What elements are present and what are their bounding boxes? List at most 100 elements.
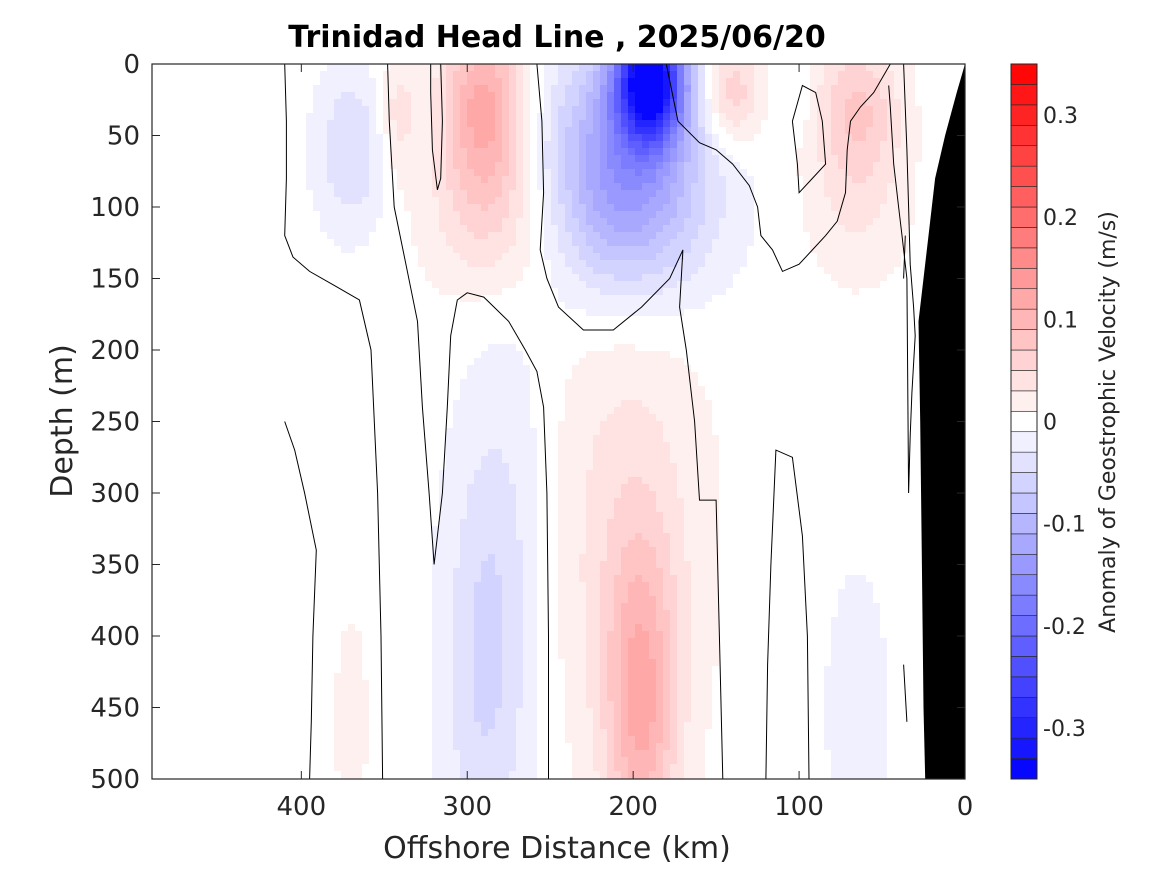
field-cell: [656, 722, 663, 729]
field-cell: [845, 176, 852, 183]
field-cell: [838, 190, 845, 197]
field-cell: [502, 631, 509, 638]
field-cell: [355, 232, 362, 239]
field-cell: [831, 631, 838, 638]
field-cell: [565, 64, 572, 71]
field-cell: [481, 274, 488, 281]
field-cell: [901, 190, 908, 197]
field-cell: [600, 421, 607, 428]
field-cell: [453, 694, 460, 701]
field-cell: [656, 736, 663, 743]
field-cell: [446, 239, 453, 246]
field-cell: [397, 183, 404, 190]
field-cell: [824, 729, 831, 736]
field-cell: [663, 71, 670, 78]
field-cell: [656, 540, 663, 547]
field-cell: [656, 99, 663, 106]
field-cell: [649, 407, 656, 414]
field-cell: [838, 239, 845, 246]
field-cell: [460, 624, 467, 631]
field-cell: [747, 127, 754, 134]
field-cell: [740, 190, 747, 197]
field-cell: [376, 169, 383, 176]
field-cell: [530, 498, 537, 505]
field-cell: [838, 274, 845, 281]
field-cell: [649, 120, 656, 127]
field-cell: [677, 260, 684, 267]
zero-contour-line: [765, 449, 810, 780]
field-cell: [488, 456, 495, 463]
field-cell: [698, 253, 705, 260]
field-cell: [544, 246, 551, 253]
field-cell: [593, 757, 600, 764]
field-cell: [495, 120, 502, 127]
field-cell: [565, 533, 572, 540]
field-cell: [747, 197, 754, 204]
field-cell: [607, 169, 614, 176]
field-cell: [824, 708, 831, 715]
field-cell: [348, 141, 355, 148]
field-cell: [614, 218, 621, 225]
field-cell: [915, 113, 922, 120]
field-cell: [677, 708, 684, 715]
field-cell: [453, 134, 460, 141]
field-cell: [474, 211, 481, 218]
field-cell: [649, 218, 656, 225]
field-cell: [635, 463, 642, 470]
field-cell: [523, 603, 530, 610]
field-cell: [460, 442, 467, 449]
field-cell: [600, 512, 607, 519]
field-cell: [670, 134, 677, 141]
field-cell: [572, 631, 579, 638]
field-cell: [642, 127, 649, 134]
field-cell: [593, 722, 600, 729]
field-cell: [481, 414, 488, 421]
field-cell: [481, 183, 488, 190]
field-cell: [593, 211, 600, 218]
field-cell: [502, 106, 509, 113]
field-cell: [460, 428, 467, 435]
field-cell: [635, 225, 642, 232]
field-cell: [579, 183, 586, 190]
field-cell: [369, 162, 376, 169]
field-cell: [817, 190, 824, 197]
field-cell: [488, 71, 495, 78]
field-cell: [663, 309, 670, 316]
field-cell: [852, 204, 859, 211]
field-cell: [600, 386, 607, 393]
field-cell: [621, 113, 628, 120]
field-cell: [831, 638, 838, 645]
field-cell: [614, 295, 621, 302]
field-cell: [586, 554, 593, 561]
field-cell: [474, 260, 481, 267]
field-cell: [481, 470, 488, 477]
field-cell: [621, 246, 628, 253]
field-cell: [502, 729, 509, 736]
field-cell: [362, 197, 369, 204]
field-cell: [656, 729, 663, 736]
field-cell: [642, 414, 649, 421]
field-cell: [481, 92, 488, 99]
field-cell: [656, 162, 663, 169]
field-cell: [831, 148, 838, 155]
field-cell: [502, 141, 509, 148]
field-cell: [586, 120, 593, 127]
field-cell: [565, 526, 572, 533]
field-cell: [551, 183, 558, 190]
field-cell: [649, 274, 656, 281]
field-cell: [593, 680, 600, 687]
field-cell: [425, 106, 432, 113]
field-cell: [894, 64, 901, 71]
field-cell: [614, 120, 621, 127]
field-cell: [621, 701, 628, 708]
field-cell: [579, 246, 586, 253]
field-cell: [495, 561, 502, 568]
field-cell: [852, 680, 859, 687]
field-cell: [852, 659, 859, 666]
field-cell: [607, 652, 614, 659]
field-cell: [418, 134, 425, 141]
field-cell: [593, 743, 600, 750]
field-cell: [600, 127, 607, 134]
field-cell: [586, 456, 593, 463]
field-cell: [586, 358, 593, 365]
